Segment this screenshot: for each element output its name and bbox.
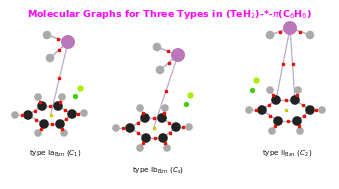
- Bar: [272, 94, 274, 96]
- Bar: [296, 94, 298, 96]
- Bar: [51, 123, 53, 125]
- Bar: [137, 122, 139, 124]
- Bar: [137, 132, 139, 134]
- Bar: [285, 109, 287, 111]
- Circle shape: [46, 54, 54, 62]
- Bar: [299, 30, 301, 33]
- Bar: [153, 117, 155, 119]
- Circle shape: [53, 101, 63, 111]
- Circle shape: [273, 116, 283, 126]
- Bar: [141, 112, 143, 114]
- Circle shape: [156, 66, 164, 74]
- Bar: [168, 61, 170, 64]
- Bar: [302, 115, 304, 116]
- Circle shape: [158, 133, 168, 143]
- Bar: [268, 104, 270, 106]
- Circle shape: [55, 119, 65, 129]
- Bar: [181, 126, 183, 128]
- Bar: [40, 128, 42, 129]
- Bar: [59, 101, 61, 102]
- Circle shape: [292, 116, 302, 126]
- Circle shape: [271, 95, 281, 105]
- Circle shape: [141, 133, 151, 143]
- Circle shape: [294, 86, 302, 94]
- Bar: [164, 142, 166, 144]
- Circle shape: [23, 110, 33, 120]
- Circle shape: [283, 21, 297, 35]
- Bar: [39, 101, 41, 102]
- Bar: [34, 109, 36, 112]
- Bar: [58, 77, 60, 79]
- Circle shape: [34, 93, 42, 101]
- Circle shape: [11, 111, 19, 119]
- Circle shape: [80, 109, 88, 117]
- Circle shape: [266, 31, 274, 39]
- Bar: [162, 112, 164, 114]
- Circle shape: [61, 35, 75, 49]
- Bar: [166, 50, 168, 52]
- Bar: [20, 114, 22, 116]
- Circle shape: [266, 86, 274, 94]
- Bar: [168, 122, 170, 123]
- Bar: [255, 109, 257, 111]
- Circle shape: [318, 106, 326, 114]
- Circle shape: [157, 113, 167, 123]
- Bar: [64, 109, 66, 111]
- Circle shape: [257, 105, 267, 115]
- Bar: [142, 142, 144, 144]
- Circle shape: [112, 124, 120, 132]
- Bar: [49, 105, 51, 107]
- Text: type II$_\mathregular{Bzn}$ ($C_2$): type II$_\mathregular{Bzn}$ ($C_2$): [262, 148, 312, 158]
- Circle shape: [125, 123, 135, 133]
- Bar: [301, 104, 303, 106]
- Bar: [165, 90, 167, 92]
- Circle shape: [34, 129, 42, 137]
- Bar: [65, 118, 67, 120]
- Bar: [77, 112, 79, 115]
- Bar: [154, 137, 156, 139]
- Circle shape: [306, 31, 314, 39]
- Bar: [122, 127, 124, 129]
- Circle shape: [171, 48, 185, 62]
- Circle shape: [60, 129, 68, 137]
- Bar: [35, 119, 37, 121]
- Circle shape: [136, 104, 144, 112]
- Bar: [50, 114, 52, 116]
- Bar: [282, 63, 284, 65]
- Circle shape: [305, 105, 315, 115]
- Text: type Ia$_\mathregular{Bzn}$ ($C_1$): type Ia$_\mathregular{Bzn}$ ($C_1$): [29, 148, 81, 158]
- Circle shape: [136, 144, 144, 152]
- Bar: [315, 109, 317, 111]
- Circle shape: [171, 122, 181, 132]
- Bar: [61, 128, 63, 129]
- Circle shape: [163, 144, 171, 152]
- Circle shape: [153, 43, 161, 51]
- Circle shape: [140, 113, 150, 123]
- Bar: [286, 120, 288, 122]
- Circle shape: [161, 104, 169, 112]
- Bar: [298, 125, 299, 127]
- Circle shape: [43, 31, 51, 39]
- Bar: [57, 37, 59, 40]
- Circle shape: [39, 119, 49, 129]
- Circle shape: [268, 127, 276, 135]
- Bar: [153, 127, 155, 129]
- Circle shape: [290, 95, 300, 105]
- Circle shape: [67, 109, 77, 119]
- Circle shape: [245, 106, 253, 114]
- Bar: [292, 63, 294, 65]
- Text: Molecular Graphs for Three Types in (TeH$_2$)-*-$\pi$(C$_6$H$_6$): Molecular Graphs for Three Types in (TeH…: [27, 8, 312, 21]
- Text: type Ib$_\mathregular{Bzn}$ ($C_s$): type Ib$_\mathregular{Bzn}$ ($C_s$): [132, 165, 184, 175]
- Bar: [168, 132, 171, 133]
- Bar: [269, 115, 271, 116]
- Bar: [58, 49, 60, 51]
- Circle shape: [185, 123, 193, 131]
- Bar: [274, 125, 276, 127]
- Bar: [279, 30, 281, 33]
- Bar: [284, 99, 286, 101]
- Circle shape: [37, 101, 47, 111]
- Circle shape: [58, 93, 66, 101]
- Circle shape: [296, 127, 304, 135]
